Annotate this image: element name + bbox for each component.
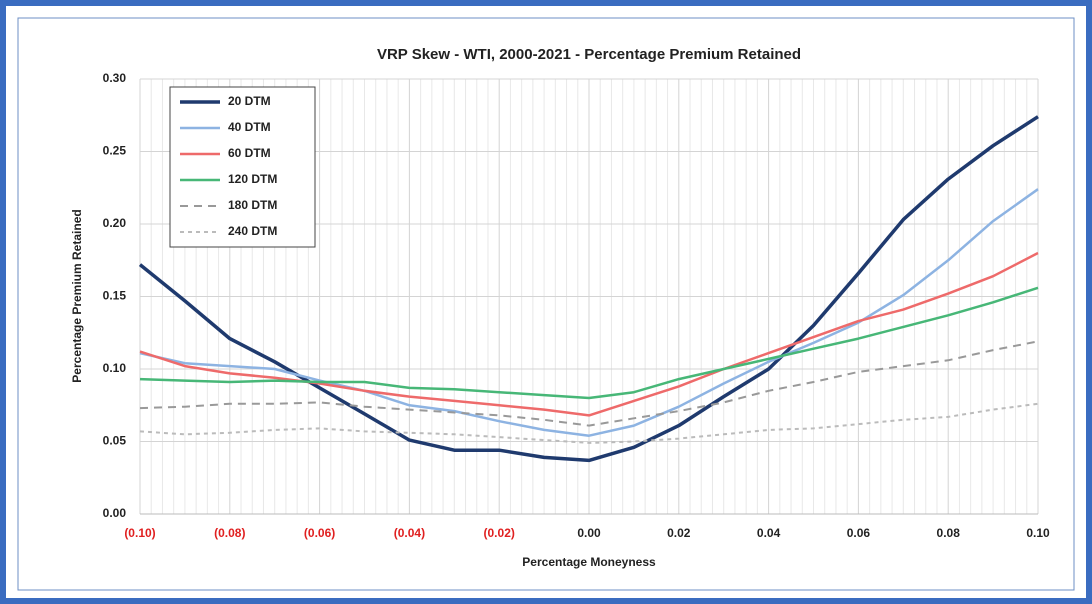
legend-label: 40 DTM <box>228 120 271 134</box>
y-tick-label: 0.20 <box>103 216 127 230</box>
y-tick-label: 0.05 <box>103 434 127 448</box>
x-tick-label: 0.04 <box>757 526 781 540</box>
legend-label: 180 DTM <box>228 198 277 212</box>
x-tick-label: (0.08) <box>214 526 245 540</box>
legend-label: 20 DTM <box>228 94 271 108</box>
legend-label: 240 DTM <box>228 224 277 238</box>
x-tick-label: 0.08 <box>937 526 961 540</box>
legend-label: 120 DTM <box>228 172 277 186</box>
x-tick-label: (0.10) <box>124 526 155 540</box>
chart-title: VRP Skew - WTI, 2000-2021 - Percentage P… <box>377 46 801 63</box>
y-axis-label: Percentage Premium Retained <box>70 209 84 382</box>
series-line <box>139 188 1039 437</box>
y-tick-label: 0.10 <box>103 361 127 375</box>
y-tick-label: 0.30 <box>103 71 127 85</box>
legend-label: 60 DTM <box>228 146 271 160</box>
x-tick-label: 0.02 <box>667 526 691 540</box>
series-line <box>138 115 1039 463</box>
x-tick-label: (0.02) <box>484 526 515 540</box>
x-tick-label: (0.06) <box>304 526 335 540</box>
series-line <box>139 251 1039 417</box>
y-tick-label: 0.25 <box>103 144 127 158</box>
legend-box <box>169 86 316 248</box>
series-line <box>139 340 1039 427</box>
series-line <box>139 402 1039 444</box>
x-tick-label: 0.00 <box>577 526 601 540</box>
x-tick-label: 0.06 <box>847 526 871 540</box>
y-tick-label: 0.00 <box>103 506 127 520</box>
x-axis-label: Percentage Moneyness <box>522 555 656 569</box>
y-tick-label: 0.15 <box>103 289 127 303</box>
x-tick-label: 0.10 <box>1026 526 1050 540</box>
series-line <box>139 286 1039 400</box>
x-tick-label: (0.04) <box>394 526 425 540</box>
